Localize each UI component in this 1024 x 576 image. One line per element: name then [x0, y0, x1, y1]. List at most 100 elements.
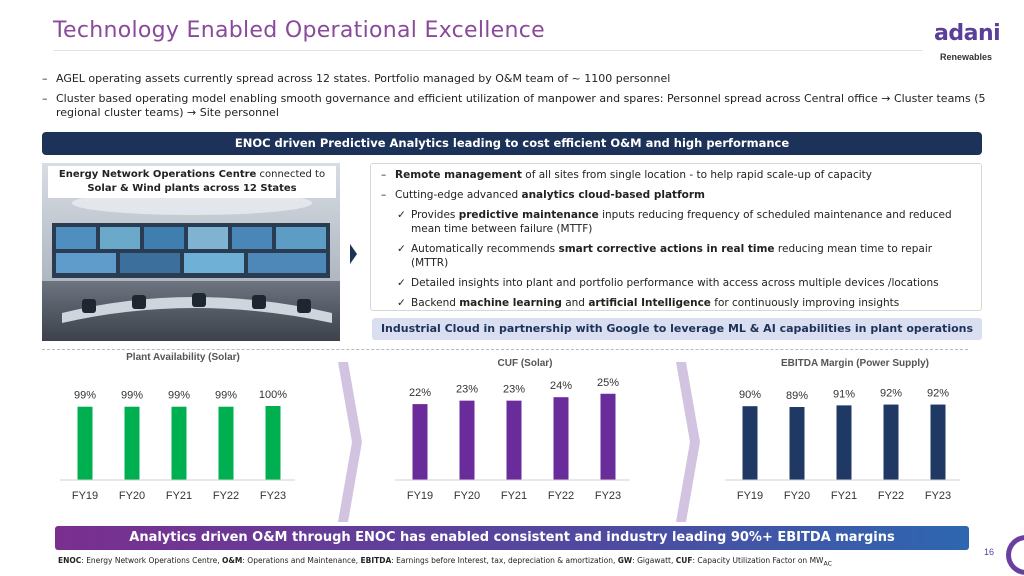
detail-text: for continuously improving insights: [710, 297, 900, 309]
x-tick-label: FY21: [831, 490, 857, 502]
logo-wordmark: adani: [934, 21, 1001, 46]
bar: [218, 406, 234, 480]
x-tick-label: FY21: [501, 490, 527, 502]
detail-text: Automatically recommends: [411, 243, 559, 255]
bullet-text: Cluster based operating model enabling s…: [56, 92, 986, 119]
detail-text: Cutting-edge advanced: [395, 189, 522, 201]
ebitda-summary-banner: Analytics driven O&M through ENOC has en…: [55, 526, 969, 550]
footnote-key: ENOC: [58, 556, 82, 565]
data-label: 100%: [259, 389, 287, 401]
x-tick-label: FY23: [260, 490, 286, 502]
bar: [600, 393, 616, 480]
detail-bold: Remote management: [395, 169, 522, 181]
bar: [836, 405, 852, 480]
industrial-cloud-banner: Industrial Cloud in partnership with Goo…: [372, 318, 982, 340]
x-tick-label: FY22: [878, 490, 904, 502]
footnote-key: O&M: [222, 556, 243, 565]
x-tick-label: FY20: [119, 490, 145, 502]
caption-rest: connected to: [256, 169, 326, 180]
intro-bullet: – Cluster based operating model enabling…: [42, 92, 992, 120]
bullet-text: AGEL operating assets currently spread a…: [56, 72, 671, 85]
detail-text: inputs reducing frequency of scheduled m…: [411, 209, 952, 235]
data-label: 24%: [550, 380, 572, 392]
detail-item: – Cutting-edge advanced analytics cloud-…: [381, 188, 971, 202]
bullet-dash: –: [42, 92, 48, 105]
plant-availability-svg: Plant Availability (Solar) 99% FY19 99% FY20…: [60, 352, 295, 502]
detail-text: Provides: [411, 209, 459, 221]
photo-caption: Energy Network Operations Centre connect…: [48, 166, 336, 198]
data-label: 25%: [597, 377, 619, 389]
chevron-right-icon: [338, 362, 362, 522]
enoc-details-box: – Remote management of all sites from si…: [370, 163, 982, 311]
caption-bold: Energy Network Operations Centre: [58, 169, 257, 180]
x-tick-label: FY23: [925, 490, 951, 502]
data-label: 99%: [168, 390, 190, 402]
check-icon: ✓: [397, 277, 406, 289]
x-tick-label: FY22: [213, 490, 239, 502]
detail-item: – Remote management of all sites from si…: [381, 168, 971, 182]
footnote-text: : Capacity Utilization Factor on MW: [692, 556, 824, 565]
chevron-right-icon: [676, 362, 700, 522]
bar: [930, 404, 946, 480]
footnote-key: CUF: [675, 556, 693, 565]
x-tick-label: FY23: [595, 490, 621, 502]
detail-text: and: [561, 297, 589, 309]
detail-text: of all sites from single location - to h…: [521, 169, 872, 181]
footnote-key: GW: [617, 556, 633, 565]
detail-subitem: ✓ Backend machine learning and artificia…: [381, 296, 971, 310]
intro-bullet: – AGEL operating assets currently spread…: [42, 72, 992, 86]
bar: [171, 406, 187, 480]
caption-line2: Solar & Wind plants across 12 States: [87, 183, 297, 194]
bar: [124, 406, 140, 480]
dash-marker: –: [381, 169, 387, 181]
bar: [553, 397, 569, 480]
detail-subitem: ✓ Automatically recommends smart correct…: [381, 242, 971, 270]
x-tick-label: FY20: [454, 490, 480, 502]
bar: [77, 406, 93, 480]
plant-availability-chart: Plant Availability (Solar) 99% FY19 99% FY20…: [50, 350, 330, 520]
detail-subitem: ✓ Detailed insights into plant and portf…: [381, 276, 971, 290]
check-icon: ✓: [397, 209, 406, 221]
data-label: 99%: [215, 390, 237, 402]
detail-text: Detailed insights into plant and portfol…: [411, 277, 939, 289]
detail-subitem: ✓ Provides predictive maintenance inputs…: [381, 208, 971, 236]
data-label: 99%: [74, 390, 96, 402]
chart-title: CUF (Solar): [498, 358, 553, 369]
data-label: 23%: [456, 384, 478, 396]
title-divider: [53, 50, 923, 51]
cuf-svg: CUF (Solar) 22% FY19 23% FY20 23% FY21 24% FY22 2…: [395, 358, 630, 502]
page-number: 16: [984, 547, 995, 557]
x-tick-label: FY19: [72, 490, 98, 502]
ebitda-margin-chart: EBITDA Margin (Power Supply) 90% FY19 89% FY…: [715, 350, 995, 520]
bar: [742, 406, 758, 480]
x-tick-label: FY19: [407, 490, 433, 502]
check-icon: ✓: [397, 243, 406, 255]
dash-marker: –: [381, 189, 387, 201]
detail-bold: machine learning: [459, 297, 562, 309]
footnote: ENOC: Energy Network Operations Centre, …: [58, 556, 832, 568]
footnote-text: : Energy Network Operations Centre,: [81, 556, 222, 565]
bar: [459, 400, 475, 480]
detail-bold: smart corrective actions in real time: [558, 243, 775, 255]
data-label: 91%: [833, 388, 855, 400]
x-tick-label: FY22: [548, 490, 574, 502]
adani-logo: adani Renewables: [934, 21, 1001, 63]
bullet-dash: –: [42, 72, 48, 85]
check-icon: ✓: [397, 297, 406, 309]
footnote-text: : Operations and Maintenance,: [242, 556, 361, 565]
data-label: 89%: [786, 390, 808, 402]
x-tick-label: FY21: [166, 490, 192, 502]
page-title: Technology Enabled Operational Excellenc…: [53, 18, 545, 43]
section-divider: [42, 349, 968, 350]
logo-subtitle: Renewables: [939, 52, 993, 62]
bar: [789, 407, 805, 480]
detail-bold: artificial Intelligence: [588, 297, 711, 309]
detail-bold: predictive maintenance: [458, 209, 599, 221]
cuf-chart: CUF (Solar) 22% FY19 23% FY20 23% FY21 24% FY22 2…: [385, 350, 665, 520]
bar: [506, 400, 522, 480]
corner-ring-decoration: [1006, 535, 1024, 575]
ebitda-margin-svg: EBITDA Margin (Power Supply) 90% FY19 89% FY…: [725, 358, 960, 502]
x-tick-label: FY19: [737, 490, 763, 502]
footnote-subscript: AC: [823, 560, 832, 568]
right-triangle-icon: [350, 244, 357, 264]
